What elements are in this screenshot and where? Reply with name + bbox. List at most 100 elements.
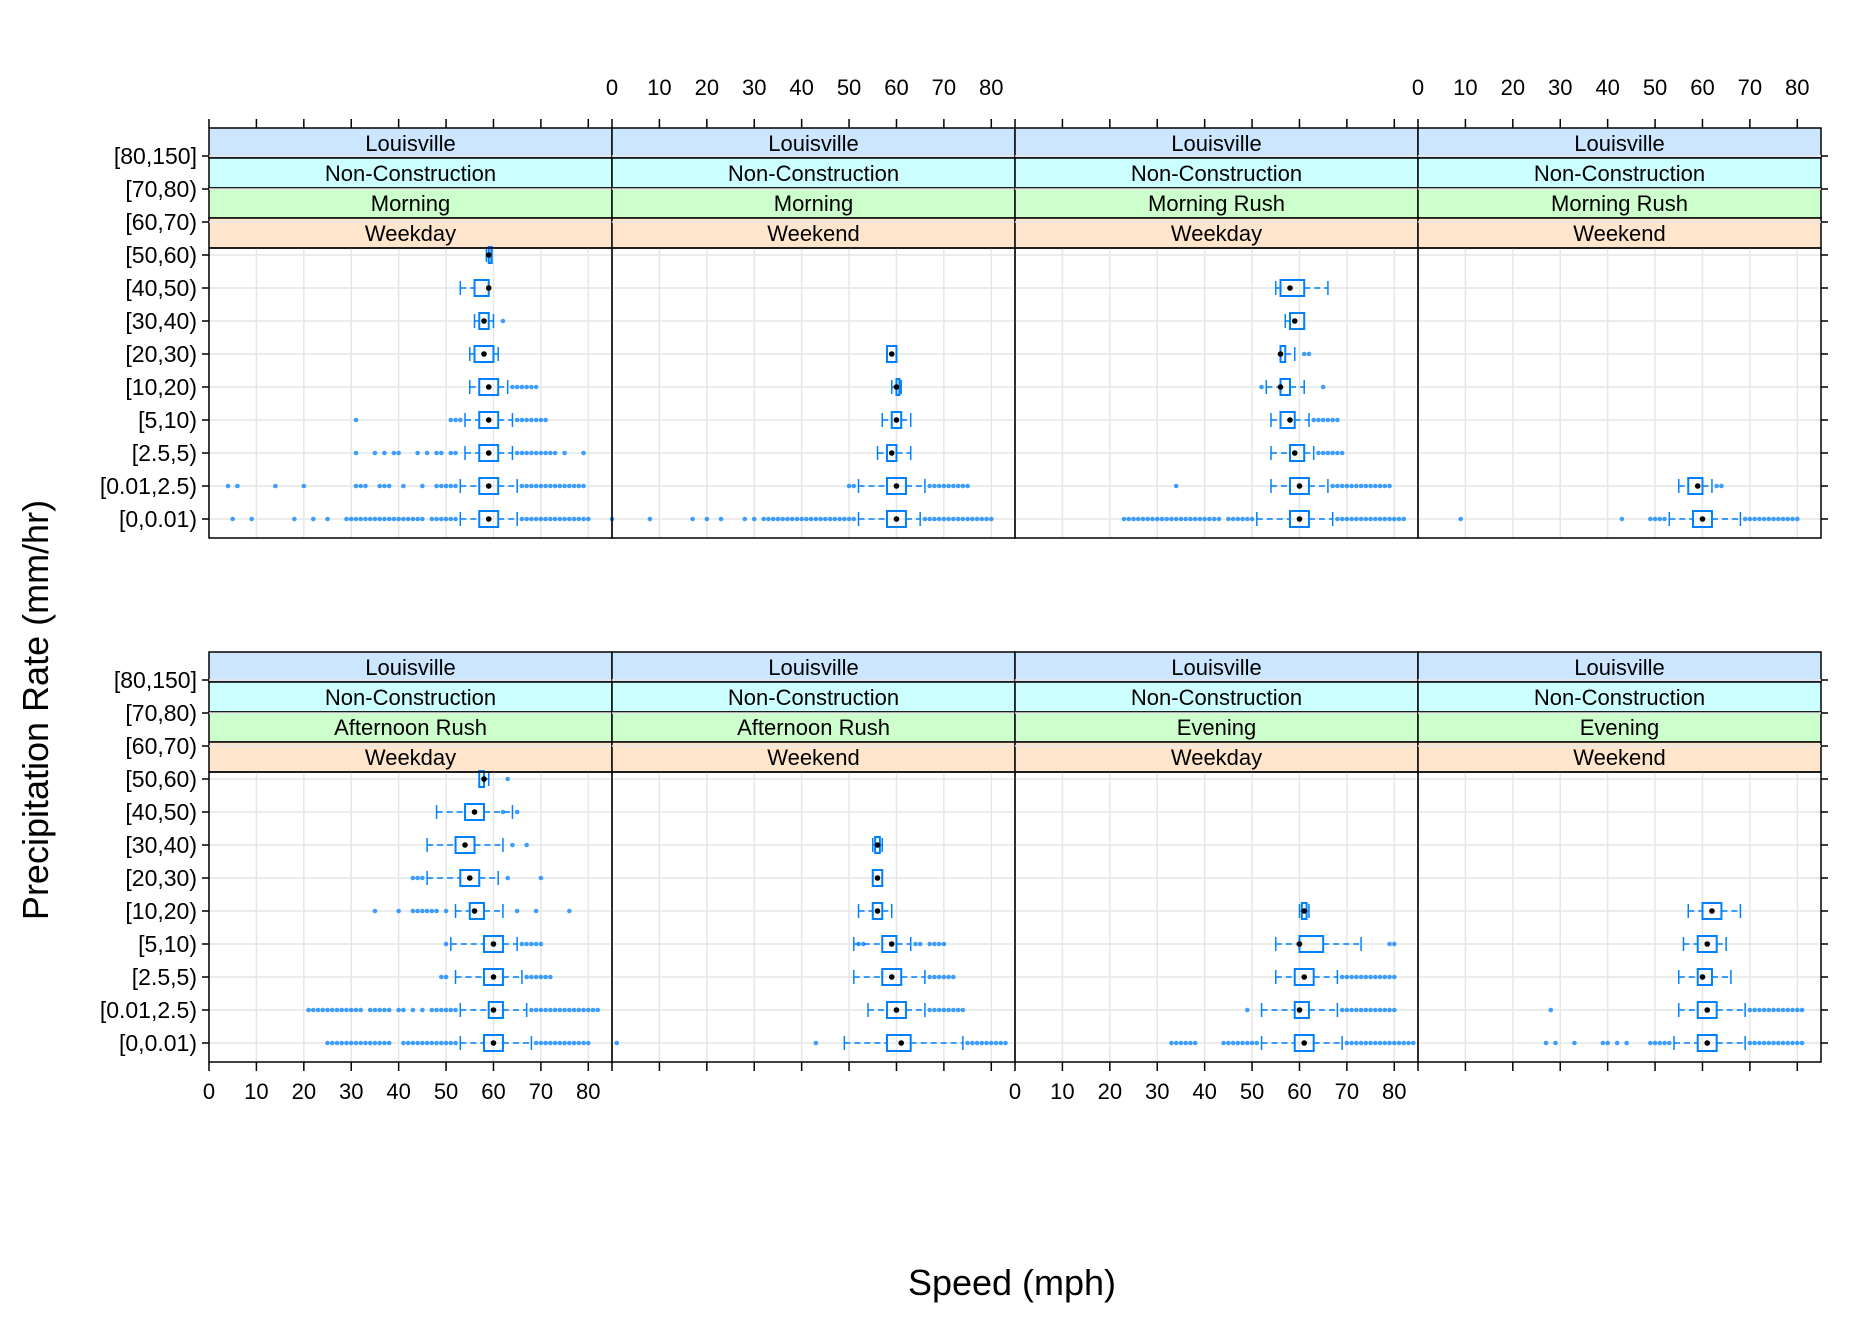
outlier-point (1344, 516, 1350, 522)
box-[0,0.01) (609, 510, 994, 528)
outlier-point (984, 516, 989, 522)
outlier-point (382, 1007, 387, 1013)
outlier-point (1259, 384, 1264, 390)
box-rect (890, 411, 903, 429)
outlier-point (1245, 1040, 1250, 1046)
box-[10,20) (372, 902, 572, 920)
outlier-point (576, 483, 582, 489)
outlier-point (339, 1007, 345, 1013)
strip-label: Non-Construction (728, 685, 899, 710)
y-tick-label: [20,30) (125, 341, 197, 367)
outlier-point (1339, 450, 1345, 456)
outlier-point (970, 1040, 975, 1046)
outlier-point (932, 516, 937, 522)
box-rect (478, 312, 490, 330)
median-dot (888, 450, 895, 456)
outlier-point (1320, 450, 1326, 456)
outlier-point (1154, 516, 1160, 522)
outlier-point (1240, 1040, 1245, 1046)
outlier-point (1306, 351, 1312, 357)
outlier-point (548, 483, 553, 489)
outlier-point (453, 516, 458, 522)
outlier-point (1363, 974, 1369, 980)
y-axis-label: Precipitation Rate (mm/hr) (15, 500, 56, 920)
outlier-point (453, 417, 458, 423)
outlier-point (761, 516, 767, 522)
median-dot (1694, 483, 1701, 489)
outlier-point (1320, 417, 1326, 423)
box-rect (1288, 510, 1310, 528)
outlier-point (429, 908, 435, 914)
outlier-point (448, 516, 454, 522)
strip-label: Louisville (768, 655, 859, 680)
y-tick-label: [5,10) (138, 407, 197, 433)
y-tick-label: [30,40) (125, 308, 197, 334)
outlier-point (932, 483, 937, 489)
outlier-point (396, 908, 401, 914)
outlier-point (552, 450, 558, 456)
outlier-point (1776, 1040, 1781, 1046)
outlier-point (808, 516, 814, 522)
x-tick-label: 50 (1240, 1079, 1264, 1104)
outlier-point (524, 842, 529, 848)
outlier-point (382, 1040, 387, 1046)
outlier-point (1776, 1007, 1781, 1013)
plot-area: Louisville Non-Construction Morning Weekday… (100, 75, 1828, 1104)
y-tick-label: [2.5,5) (132, 440, 197, 466)
outlier-point (377, 516, 382, 522)
panel-border (1014, 771, 1419, 1063)
outlier-point (941, 941, 947, 947)
box-[20,30) (469, 345, 499, 363)
outlier-point (941, 483, 947, 489)
outlier-point (448, 1007, 454, 1013)
outlier-point (1368, 974, 1373, 980)
outlier-point (429, 1040, 435, 1046)
outlier-point (548, 1040, 553, 1046)
strip-label: Non-Construction (1131, 161, 1302, 186)
outlier-point (936, 1007, 942, 1013)
median-dot (466, 875, 473, 881)
outlier-point (315, 1007, 321, 1013)
box-[0,0.01) (1169, 1034, 1416, 1052)
outlier-point (1003, 1040, 1008, 1046)
median-dot (490, 941, 497, 947)
outlier-point (543, 1007, 548, 1013)
outlier-point (1349, 1007, 1354, 1013)
outlier-point (529, 417, 534, 423)
outlier-point (1325, 417, 1331, 423)
outlier-point (562, 483, 567, 489)
strip-label: Louisville (365, 655, 456, 680)
outlier-point (1771, 516, 1776, 522)
outlier-point (524, 483, 529, 489)
outlier-point (567, 1040, 572, 1046)
median-dot (888, 351, 895, 357)
outlier-point (946, 483, 951, 489)
outlier-point (552, 483, 558, 489)
box-[30,40) (426, 836, 529, 854)
outlier-point (1790, 1007, 1795, 1013)
outlier-point (372, 1040, 378, 1046)
outlier-point (1766, 516, 1772, 522)
strip-label: Morning Rush (1551, 191, 1688, 216)
outlier-point (1320, 384, 1326, 390)
outlier-point (571, 1040, 577, 1046)
outlier-point (581, 1007, 586, 1013)
box-rect (1279, 279, 1306, 297)
outlier-point (358, 1040, 364, 1046)
strip-bg (208, 651, 613, 683)
outlier-point (1173, 516, 1179, 522)
outlier-point (448, 1040, 454, 1046)
median-dot (485, 285, 492, 291)
outlier-point (1785, 1007, 1791, 1013)
median-dot (1704, 941, 1711, 947)
strip-bg (1417, 217, 1822, 249)
outlier-point (1330, 450, 1335, 456)
box-rect (885, 1001, 907, 1019)
outlier-point (951, 516, 956, 522)
outlier-point (1169, 1040, 1174, 1046)
outlier-point (1572, 1040, 1577, 1046)
outlier-point (538, 1007, 544, 1013)
outlier-point (434, 483, 439, 489)
strip-bg (208, 157, 613, 189)
box-[0,0.01) (325, 1034, 591, 1052)
